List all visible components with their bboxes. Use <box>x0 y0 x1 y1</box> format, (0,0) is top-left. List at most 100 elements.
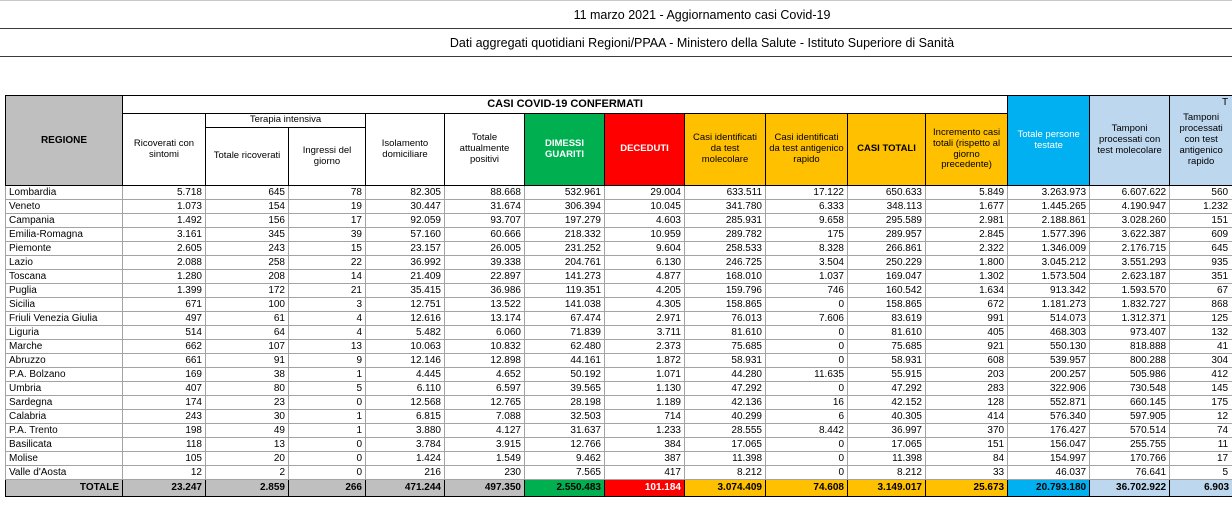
col-header-totale-ricoverati: Totale ricoverati <box>205 127 289 186</box>
value-cell: 514 <box>122 325 206 340</box>
value-cell: 3 <box>288 297 366 312</box>
value-cell: 176.427 <box>1007 423 1091 438</box>
value-cell: 170.766 <box>1089 451 1171 466</box>
value-cell: 42.152 <box>847 395 926 410</box>
value-cell: 387 <box>604 451 685 466</box>
value-cell: 31.637 <box>524 423 605 438</box>
value-cell: 141.038 <box>524 297 605 312</box>
value-cell: 645 <box>205 185 289 200</box>
value-cell: 0 <box>765 353 848 368</box>
value-cell: 1.346.009 <box>1007 241 1091 256</box>
value-cell: 2.971 <box>604 311 685 326</box>
value-cell: 576.340 <box>1007 409 1091 424</box>
value-cell: 5.849 <box>924 185 1009 200</box>
value-cell: 243 <box>122 409 206 424</box>
region-name-cell: Piemonte <box>5 241 123 256</box>
region-name-cell: Sardegna <box>5 395 123 410</box>
value-cell: 2.188.861 <box>1007 213 1091 228</box>
value-cell: 39 <box>288 227 366 242</box>
value-cell: 28.555 <box>684 423 766 438</box>
value-cell: 60.666 <box>444 227 525 242</box>
table-row: Molise 105 20 0 1.424 1.549 9.462 387 11.398 0 11.… <box>5 451 1232 466</box>
value-cell: 0 <box>765 339 848 354</box>
value-cell: 7.088 <box>444 409 525 424</box>
value-cell: 151 <box>1169 213 1232 228</box>
value-cell: 514.073 <box>1007 311 1091 326</box>
value-cell: 570.514 <box>1089 423 1171 438</box>
region-name-cell: Campania <box>5 213 123 228</box>
value-cell: 3.551.293 <box>1089 255 1171 270</box>
value-cell: 17.065 <box>847 437 926 452</box>
value-cell: 39.338 <box>444 255 525 270</box>
value-cell: 172 <box>205 283 289 298</box>
table-row: P.A. Bolzano 169 38 1 4.445 4.652 50.192 1.071 4… <box>5 367 1232 382</box>
value-cell: 154.997 <box>1007 451 1091 466</box>
value-cell: 1.037 <box>765 269 848 284</box>
value-cell: 30.447 <box>365 199 445 214</box>
value-cell: 1.677 <box>924 199 1009 214</box>
total-value-cell: 6.903 <box>1169 479 1232 497</box>
value-cell: 8.442 <box>765 423 848 438</box>
table-row: Sicilia 671 100 3 12.751 13.522 141.038 4.305 15… <box>5 297 1232 312</box>
value-cell: 21.409 <box>365 269 445 284</box>
value-cell: 306.394 <box>524 199 605 214</box>
value-cell: 609 <box>1169 227 1232 242</box>
total-label-cell: TOTALE <box>5 479 123 497</box>
value-cell: 5.482 <box>365 325 445 340</box>
value-cell: 67.474 <box>524 311 605 326</box>
value-cell: 1.492 <box>122 213 206 228</box>
value-cell: 4.603 <box>604 213 685 228</box>
table-body: Lombardia 5.718 645 78 82.305 88.668 532.961 29… <box>5 185 1232 480</box>
value-cell: 145 <box>1169 381 1232 396</box>
value-cell: 151 <box>924 437 1009 452</box>
region-name-cell: Basilicata <box>5 437 123 452</box>
value-cell: 0 <box>765 325 848 340</box>
total-value-cell: 3.074.409 <box>684 479 766 497</box>
value-cell: 532.961 <box>524 185 605 200</box>
report-title: 11 marzo 2021 - Aggiornamento casi Covid… <box>0 0 1232 29</box>
region-name-cell: Friuli Venezia Giulia <box>5 311 123 326</box>
value-cell: 405 <box>924 325 1009 340</box>
title-block: 11 marzo 2021 - Aggiornamento casi Covid… <box>0 0 1232 57</box>
value-cell: 991 <box>924 311 1009 326</box>
col-header-isolamento: Isolamento domiciliare <box>365 113 445 186</box>
value-cell: 46.037 <box>1007 465 1091 480</box>
value-cell: 19 <box>288 199 366 214</box>
value-cell: 38 <box>205 367 289 382</box>
value-cell: 218.332 <box>524 227 605 242</box>
value-cell: 10.959 <box>604 227 685 242</box>
table-row: Abruzzo 661 91 9 12.146 12.898 44.161 1.872 58.9… <box>5 353 1232 368</box>
value-cell: 75.685 <box>684 339 766 354</box>
value-cell: 243 <box>205 241 289 256</box>
value-cell: 1.071 <box>604 367 685 382</box>
value-cell: 633.511 <box>684 185 766 200</box>
covid-table-wrap: REGIONE CASI COVID-19 CONFERMATI Totale … <box>5 95 1232 498</box>
total-value-cell: 36.702.922 <box>1089 479 1171 497</box>
value-cell: 81.610 <box>684 325 766 340</box>
value-cell: 11 <box>1169 437 1232 452</box>
table-row: P.A. Trento 198 49 1 3.880 4.127 31.637 1.233 28… <box>5 423 1232 438</box>
value-cell: 1.424 <box>365 451 445 466</box>
value-cell: 200.257 <box>1007 367 1091 382</box>
total-row: TOTALE 23.247 2.859 266 471.244 497.350 2.550.… <box>5 479 1232 497</box>
region-name-cell: Abruzzo <box>5 353 123 368</box>
value-cell: 1.302 <box>924 269 1009 284</box>
total-value-cell: 23.247 <box>122 479 206 497</box>
value-cell: 216 <box>365 465 445 480</box>
region-name-cell: Emilia-Romagna <box>5 227 123 242</box>
value-cell: 107 <box>205 339 289 354</box>
value-cell: 2 <box>205 465 289 480</box>
value-cell: 935 <box>1169 255 1232 270</box>
value-cell: 175 <box>1169 395 1232 410</box>
value-cell: 1.181.273 <box>1007 297 1091 312</box>
value-cell: 7.565 <box>524 465 605 480</box>
value-cell: 412 <box>1169 367 1232 382</box>
value-cell: 13.522 <box>444 297 525 312</box>
table-row: Emilia-Romagna 3.161 345 39 57.160 60.666 218.… <box>5 227 1232 242</box>
value-cell: 168.010 <box>684 269 766 284</box>
value-cell: 11.635 <box>765 367 848 382</box>
value-cell: 40.299 <box>684 409 766 424</box>
value-cell: 2.981 <box>924 213 1009 228</box>
value-cell: 283 <box>924 381 1009 396</box>
value-cell: 1.872 <box>604 353 685 368</box>
